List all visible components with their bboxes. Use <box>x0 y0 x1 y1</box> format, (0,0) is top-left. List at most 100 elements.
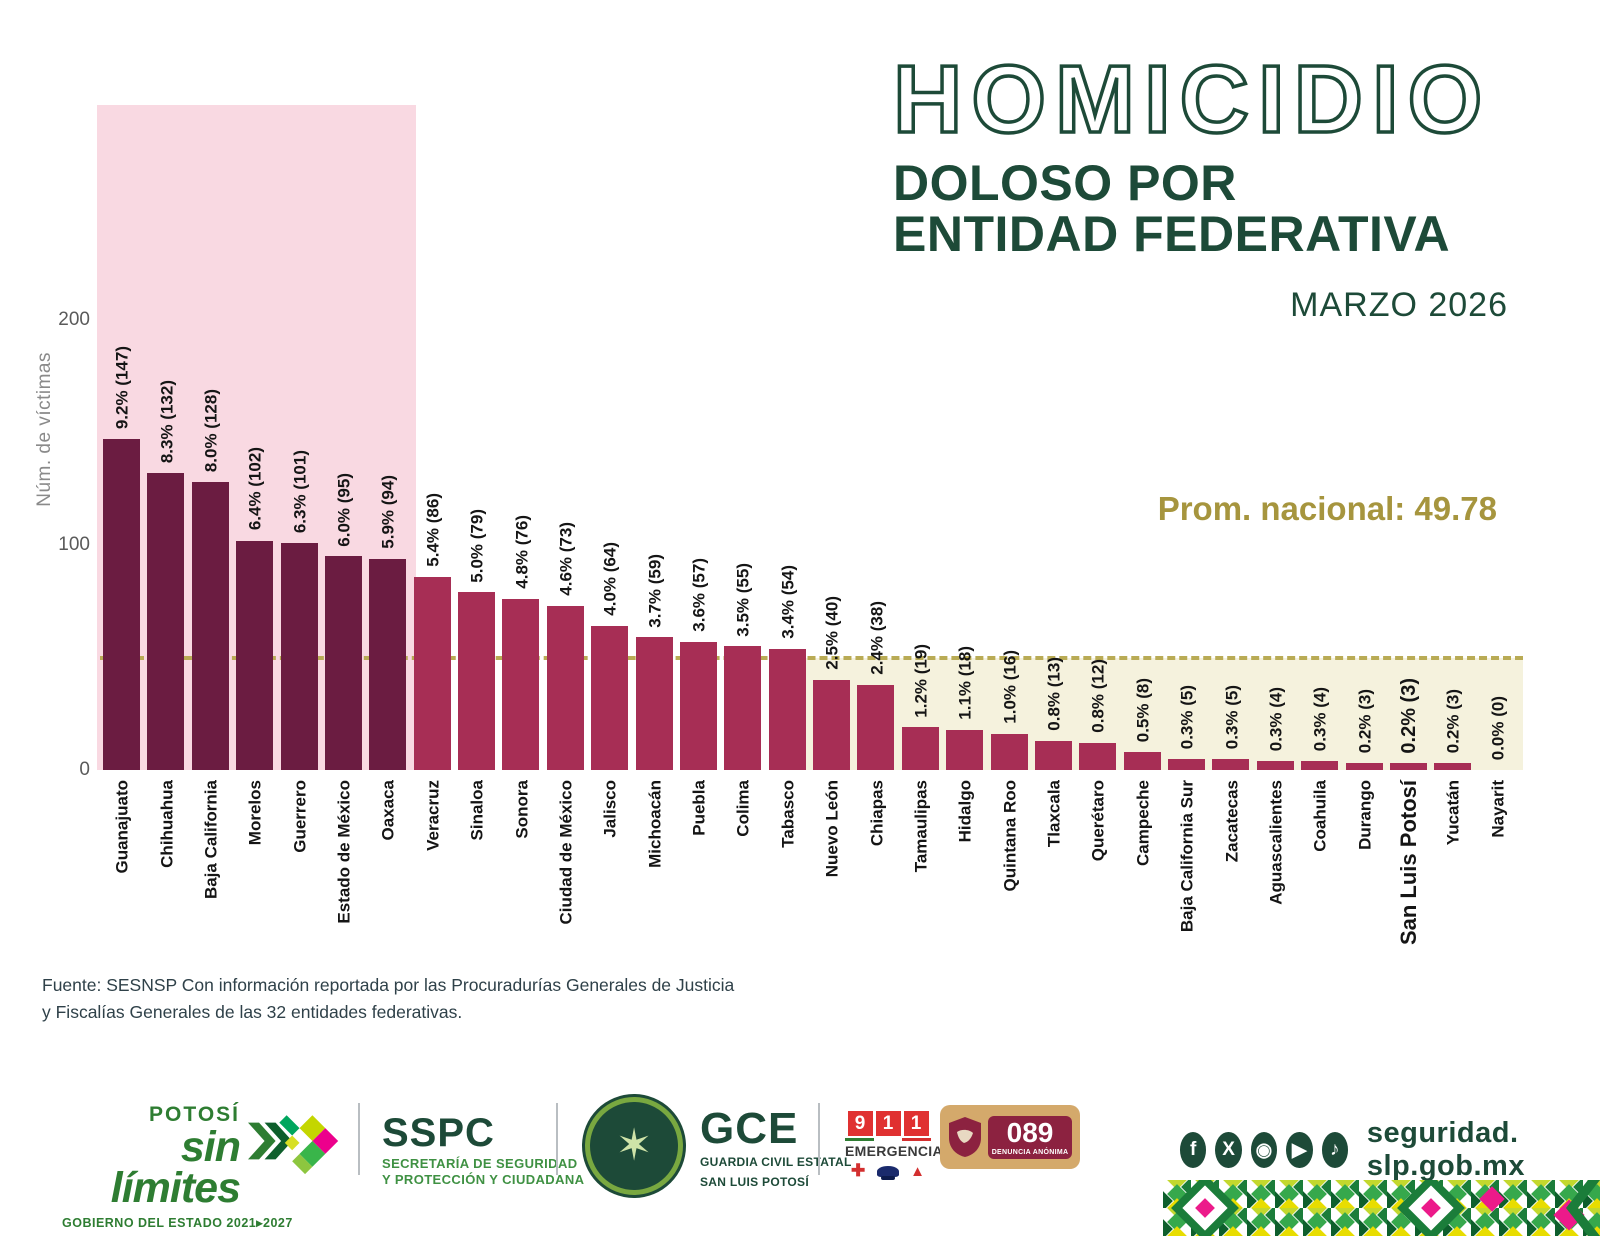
bar-state-label: Yucatán <box>1443 780 1463 846</box>
bar <box>413 576 451 770</box>
bar-slot-ciudad-de-méxico: 4.6% (73) Ciudad de México <box>544 105 588 925</box>
bar-state-label: Nayarit <box>1488 780 1508 838</box>
title-sub1: DOLOSO POR <box>893 155 1237 211</box>
bar-slot-guerrero: 6.3% (101) Guerrero <box>278 105 322 853</box>
bar-value-label: 6.0% (95) <box>334 472 354 547</box>
bar-state-label: Sinaloa <box>467 780 487 841</box>
bar-value-label: 1.1% (18) <box>955 645 975 720</box>
bar-slot-querétaro: 0.8% (12) Querétaro <box>1076 105 1120 861</box>
bar-chart: 9.2% (147) Guanajuato 8.3% (132) Chihuahua 8… <box>97 105 1523 945</box>
bar-value-label: 0.3% (4) <box>1266 686 1286 751</box>
bar-slot-jalisco: 4.0% (64) Jalisco <box>588 105 632 838</box>
police-cap-icon <box>876 1165 899 1180</box>
bar <box>546 605 584 770</box>
bar-value-label: 2.4% (38) <box>867 600 887 675</box>
bar-state-label: Durango <box>1355 780 1375 850</box>
bar-state-label: Estado de México <box>334 780 354 924</box>
bar <box>458 592 495 770</box>
bar <box>103 439 140 770</box>
national-average-label: Prom. nacional: 49.78 <box>1157 490 1497 527</box>
bar-slot-tabasco: 3.4% (54) Tabasco <box>766 105 810 848</box>
911-emergencias-logo: 9 1 1 EMERGENCIAS ✚ ▲ <box>845 1111 952 1181</box>
national-average-dashed-line <box>100 656 1523 660</box>
youtube-icon[interactable]: ▶ <box>1286 1132 1313 1168</box>
sspc-line2: Y PROTECCIÓN Y CIUDADANA <box>382 1172 585 1188</box>
decorative-pattern <box>1163 1180 1600 1236</box>
footer-divider <box>818 1103 820 1175</box>
bar <box>280 542 318 770</box>
bar <box>236 540 274 770</box>
bar-value-label: 0.3% (5) <box>1177 684 1197 749</box>
footer-divider <box>358 1103 360 1175</box>
y-tick-0: 0 <box>79 759 90 780</box>
bar-value-label: 0.8% (13) <box>1044 657 1064 731</box>
bar-value-label: 0.3% (4) <box>1310 686 1330 751</box>
bar-value-label: 0.5% (8) <box>1133 677 1153 742</box>
sin-limites-wordmark: sin límites <box>110 1123 241 1212</box>
bar-value-label: 1.2% (19) <box>911 643 931 718</box>
title-period: MARZO 2026 <box>1290 286 1508 324</box>
bar-slot-colima: 3.5% (55) Colima <box>721 105 765 837</box>
bar-value-label: 3.7% (59) <box>645 553 665 628</box>
digit-square: 9 <box>847 1111 873 1136</box>
instagram-icon[interactable]: ◉ <box>1250 1132 1278 1168</box>
bar-slot-puebla: 3.6% (57) Puebla <box>677 105 721 836</box>
bar-state-label: Morelos <box>245 780 265 846</box>
bar <box>1434 763 1472 770</box>
bar-slot-sonora: 4.8% (76) Sonora <box>499 105 543 839</box>
digit-square: 1 <box>875 1111 901 1136</box>
bar <box>768 648 806 770</box>
sspc-line1: SECRETARÍA DE SEGURIDAD <box>382 1156 578 1171</box>
bar-state-label: Nuevo León <box>822 780 842 878</box>
bar-value-label: 0.3% (5) <box>1222 684 1242 749</box>
bar-value-label: 4.8% (76) <box>512 515 532 589</box>
911-icons-row: ✚ ▲ <box>845 1159 931 1181</box>
bar-value-label: 3.5% (55) <box>733 562 753 637</box>
bar-slot-yucatán: 0.2% (3) Yucatán <box>1431 105 1475 845</box>
gce-logo: GCE GUARDIA CIVIL ESTATAL SAN LUIS POTOS… <box>700 1107 852 1190</box>
guardia-civil-estatal-badge-icon: ✶ <box>585 1097 683 1195</box>
bar-slot-estado-de-méxico: 6.0% (95) Estado de México <box>322 105 366 924</box>
bar-state-label: Chihuahua <box>157 780 177 868</box>
y-tick-100: 100 <box>58 534 90 555</box>
bar-slot-tamaulipas: 1.2% (19) Tamaulipas <box>899 105 943 872</box>
bar <box>1034 740 1072 770</box>
bar-state-label: Jalisco <box>600 780 620 838</box>
bar-value-label: 0.8% (12) <box>1088 659 1108 733</box>
bar <box>191 482 229 770</box>
bar-slot-morelos: 6.4% (102) Morelos <box>233 105 277 845</box>
source-note: Fuente: SESNSP Con información reportada… <box>42 972 734 1026</box>
bar-state-label: San Luis Potosí <box>1396 780 1422 946</box>
bar-slot-baja-california: 8.0% (128) Baja California <box>189 105 233 899</box>
shield-icon <box>949 1117 981 1157</box>
bar-state-label: Aguascalientes <box>1266 780 1286 905</box>
gobierno-estado-label: GOBIERNO DEL ESTADO 2021▸2027 <box>62 1215 293 1230</box>
bar-slot-baja-california-sur: 0.3% (5) Baja California Sur <box>1165 105 1209 932</box>
footer: POTOSÍ sin límites GOBIERNO DEL ESTADO 2… <box>0 1085 1600 1236</box>
bar <box>1212 758 1250 770</box>
bar-slot-zacatecas: 0.3% (5) Zacatecas <box>1209 105 1253 862</box>
bar-value-label: 0.2% (3) <box>1355 689 1375 754</box>
sspc-logo: SSPC SECRETARÍA DE SEGURIDAD Y PROTECCIÓ… <box>382 1111 584 1189</box>
bar-state-label: Coahuila <box>1310 780 1330 852</box>
facebook-icon[interactable]: f <box>1180 1132 1207 1168</box>
bar <box>901 727 939 770</box>
denuncia-anonima-label: DENUNCIA ANÓNIMA <box>991 1148 1069 1156</box>
title-block: HOMICIDIO DOLOSO POR ENTIDAD FEDERATIVA … <box>891 50 1508 325</box>
x-twitter-icon[interactable]: X <box>1215 1132 1242 1168</box>
gce-line1: GUARDIA CIVIL ESTATAL <box>700 1155 852 1169</box>
bar <box>502 599 540 770</box>
bar-value-label: 8.3% (132) <box>157 379 177 463</box>
potosi-x-logo-icon <box>248 1115 339 1175</box>
bar <box>990 734 1028 770</box>
bar-state-label: Colima <box>733 780 753 837</box>
bar-value-label: 0.0% (0) <box>1488 695 1508 760</box>
website-url[interactable]: seguridad. slp.gob.mx <box>1366 1117 1525 1182</box>
bar-state-label: Tlaxcala <box>1044 780 1064 848</box>
bar <box>1301 761 1339 770</box>
bar-slot-coahuila: 0.3% (4) Coahuila <box>1298 105 1342 852</box>
bar <box>946 729 984 770</box>
bar <box>813 680 850 770</box>
tiktok-icon[interactable]: ♪ <box>1321 1132 1348 1168</box>
